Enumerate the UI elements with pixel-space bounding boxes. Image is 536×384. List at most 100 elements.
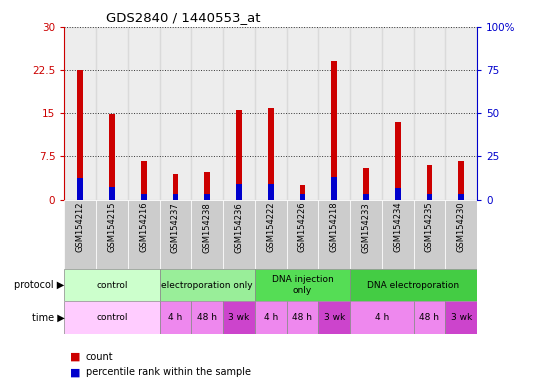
Bar	[141, 161, 146, 200]
Bar	[77, 178, 83, 200]
Bar	[427, 194, 432, 200]
Text: GSM154218: GSM154218	[330, 202, 339, 252]
Bar	[300, 194, 306, 200]
Bar	[287, 200, 318, 269]
Bar	[223, 301, 255, 334]
Bar	[128, 27, 160, 200]
Bar	[382, 27, 414, 200]
Text: ■: ■	[70, 367, 80, 377]
Bar	[109, 187, 115, 200]
Bar	[64, 301, 160, 334]
Bar	[414, 301, 445, 334]
Bar	[160, 269, 255, 301]
Text: 4 h: 4 h	[264, 313, 278, 322]
Text: 3 wk: 3 wk	[228, 313, 250, 322]
Bar	[350, 200, 382, 269]
Bar	[255, 269, 350, 301]
Bar	[204, 172, 210, 200]
Bar	[191, 301, 223, 334]
Text: GSM154238: GSM154238	[203, 202, 212, 253]
Text: percentile rank within the sample: percentile rank within the sample	[86, 367, 251, 377]
Bar	[287, 27, 318, 200]
Text: GSM154215: GSM154215	[107, 202, 116, 252]
Bar	[318, 27, 350, 200]
Text: 4 h: 4 h	[168, 313, 183, 322]
Bar	[382, 200, 414, 269]
Text: GSM154230: GSM154230	[457, 202, 466, 252]
Bar	[350, 269, 477, 301]
Bar	[300, 185, 306, 200]
Bar	[363, 168, 369, 200]
Text: GDS2840 / 1440553_at: GDS2840 / 1440553_at	[106, 11, 260, 24]
Text: GSM154234: GSM154234	[393, 202, 402, 252]
Text: GSM154216: GSM154216	[139, 202, 148, 252]
Bar	[350, 301, 414, 334]
Bar	[64, 200, 96, 269]
Bar	[160, 27, 191, 200]
Text: 48 h: 48 h	[419, 313, 440, 322]
Bar	[96, 27, 128, 200]
Bar	[173, 194, 178, 200]
Bar	[64, 269, 160, 301]
Bar	[173, 174, 178, 200]
Text: GSM154237: GSM154237	[171, 202, 180, 253]
Bar	[255, 200, 287, 269]
Bar	[77, 70, 83, 200]
Bar	[331, 61, 337, 200]
Bar	[141, 194, 146, 200]
Text: GSM154236: GSM154236	[234, 202, 243, 253]
Text: GSM154235: GSM154235	[425, 202, 434, 252]
Bar	[395, 187, 400, 200]
Bar	[128, 200, 160, 269]
Text: DNA injection
only: DNA injection only	[272, 275, 333, 295]
Text: GSM154226: GSM154226	[298, 202, 307, 252]
Text: 48 h: 48 h	[197, 313, 217, 322]
Text: protocol ▶: protocol ▶	[14, 280, 64, 290]
Bar	[458, 194, 464, 200]
Text: electroporation only: electroporation only	[161, 281, 253, 290]
Bar	[223, 200, 255, 269]
Bar	[414, 27, 445, 200]
Bar	[318, 200, 350, 269]
Bar	[191, 200, 223, 269]
Bar	[395, 122, 400, 200]
Bar	[350, 27, 382, 200]
Bar	[160, 200, 191, 269]
Bar	[268, 184, 273, 200]
Bar	[287, 301, 318, 334]
Text: GSM154222: GSM154222	[266, 202, 275, 252]
Bar	[191, 27, 223, 200]
Bar	[414, 200, 445, 269]
Bar	[458, 161, 464, 200]
Bar	[363, 194, 369, 200]
Bar	[96, 200, 128, 269]
Bar	[64, 27, 96, 200]
Text: 48 h: 48 h	[293, 313, 312, 322]
Text: GSM154233: GSM154233	[361, 202, 370, 253]
Bar	[255, 301, 287, 334]
Bar	[268, 108, 273, 200]
Bar	[331, 177, 337, 200]
Text: time ▶: time ▶	[32, 313, 64, 323]
Bar	[204, 194, 210, 200]
Bar	[109, 114, 115, 200]
Bar	[236, 111, 242, 200]
Bar	[255, 27, 287, 200]
Bar	[445, 301, 477, 334]
Bar	[445, 27, 477, 200]
Text: control: control	[96, 313, 128, 322]
Text: DNA electroporation: DNA electroporation	[368, 281, 459, 290]
Text: count: count	[86, 352, 114, 362]
Bar	[318, 301, 350, 334]
Bar	[223, 27, 255, 200]
Text: GSM154212: GSM154212	[76, 202, 85, 252]
Bar	[427, 165, 432, 200]
Bar	[445, 200, 477, 269]
Bar	[236, 184, 242, 200]
Text: 4 h: 4 h	[375, 313, 389, 322]
Text: 3 wk: 3 wk	[451, 313, 472, 322]
Text: 3 wk: 3 wk	[324, 313, 345, 322]
Bar	[160, 301, 191, 334]
Text: ■: ■	[70, 352, 80, 362]
Text: control: control	[96, 281, 128, 290]
